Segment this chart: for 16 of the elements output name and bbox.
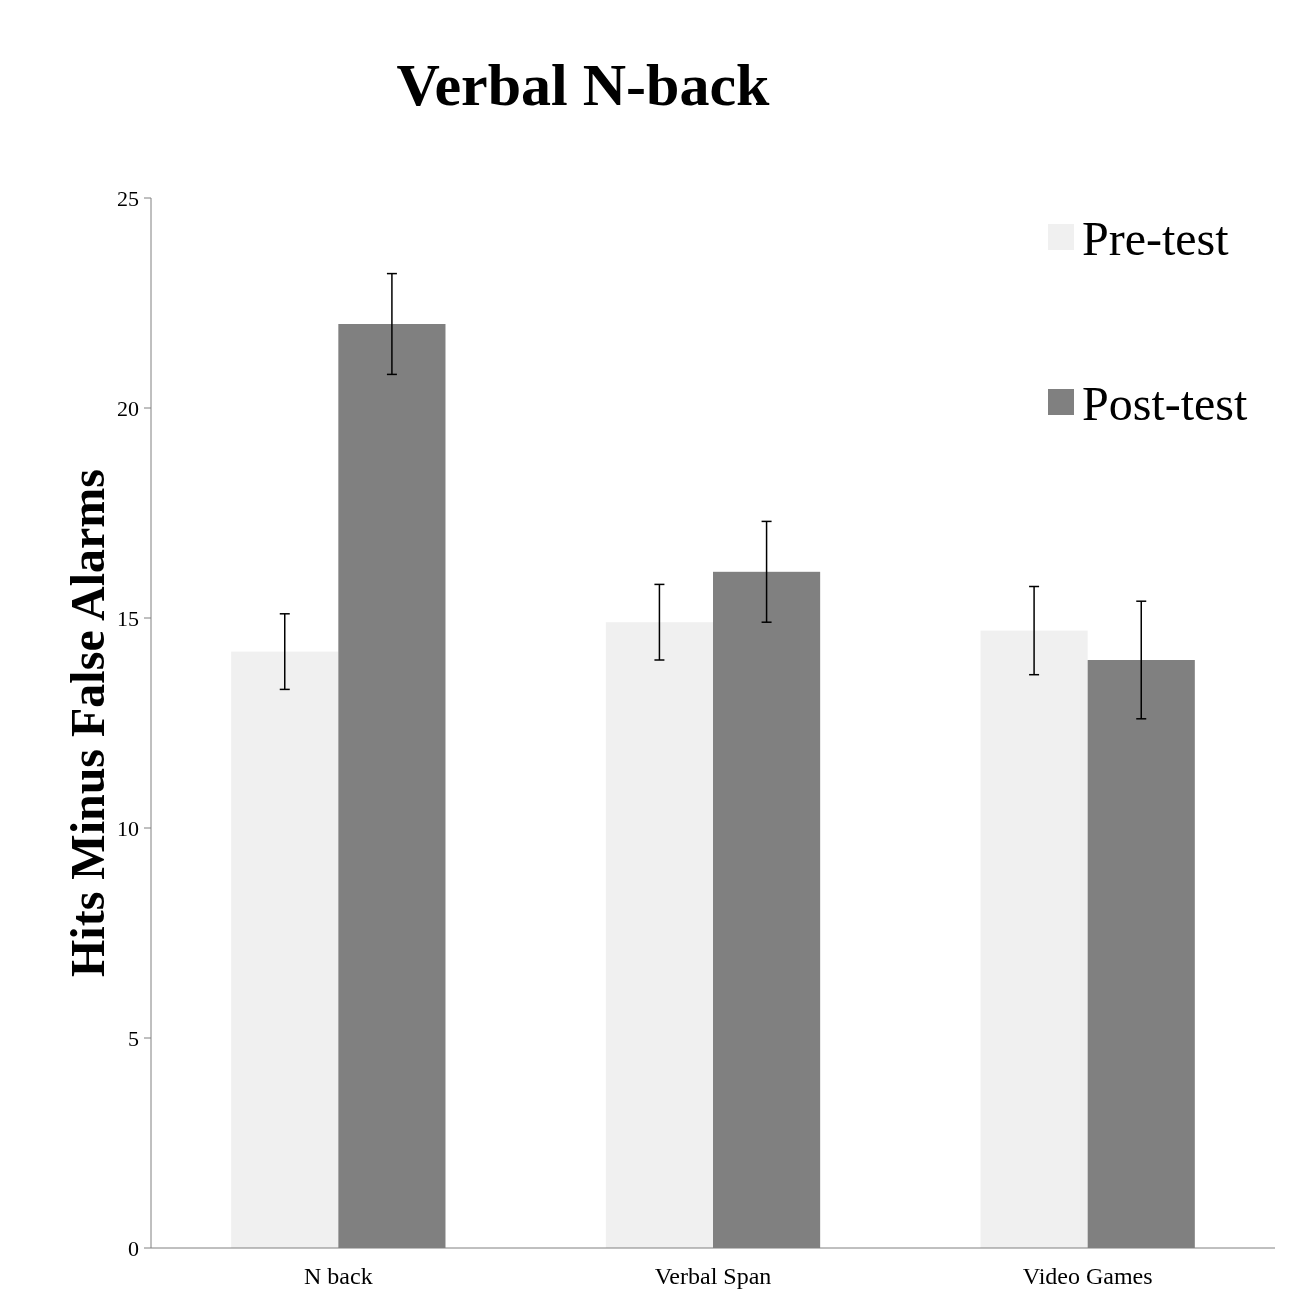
- legend-label: Post-test: [1082, 376, 1249, 430]
- y-tick-label: 5: [128, 1025, 139, 1051]
- x-tick-label: N back: [304, 1263, 373, 1289]
- x-tick-label: Video Games: [1022, 1263, 1153, 1289]
- y-axis-title: Hits Minus False Alarms: [61, 468, 114, 978]
- legend-label: Pre-test: [1082, 211, 1230, 265]
- y-tick-label: 15: [117, 605, 139, 631]
- y-tick-label: 20: [117, 395, 139, 421]
- chart-title: Verbal N-back: [396, 52, 771, 118]
- bar: [605, 622, 713, 1248]
- y-tick-label: 25: [117, 185, 139, 211]
- bar: [980, 630, 1088, 1248]
- bar: [231, 651, 339, 1248]
- x-tick-label: Verbal Span: [654, 1263, 772, 1289]
- y-tick-label: 0: [128, 1235, 139, 1261]
- y-tick-label: 10: [117, 815, 139, 841]
